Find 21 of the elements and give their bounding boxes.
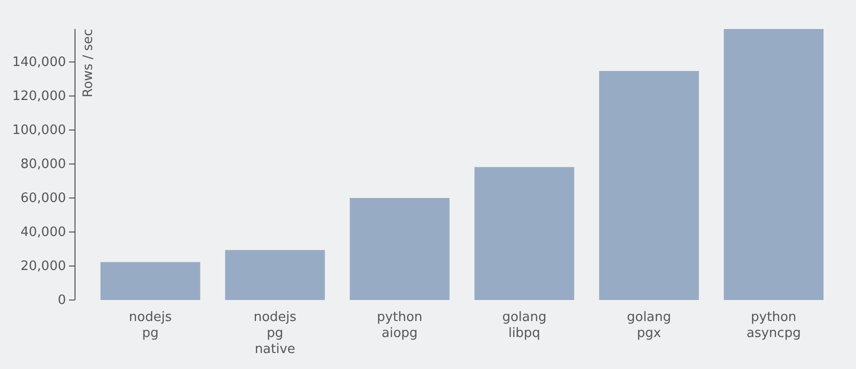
bar <box>225 250 325 300</box>
y-tick-label: 0 <box>58 293 66 308</box>
x-tick-label: nodejs pg <box>128 310 172 341</box>
y-tick-label: 20,000 <box>20 259 66 274</box>
bar <box>474 167 574 300</box>
x-tick-label: python aiopg <box>376 310 422 341</box>
y-axis-title: Rows / sec <box>81 29 96 98</box>
y-tick-label: 80,000 <box>20 157 66 172</box>
bar <box>100 262 200 300</box>
x-tick-label: python asyncpg <box>746 310 801 341</box>
bar <box>599 70 699 300</box>
x-tick-label: nodejs pg native <box>254 310 297 357</box>
bar <box>350 198 450 300</box>
y-tick-label: 120,000 <box>12 89 66 104</box>
y-tick-label: 60,000 <box>20 191 66 206</box>
x-tick-label: golang pgx <box>626 310 672 341</box>
y-tick-label: 100,000 <box>12 123 66 138</box>
bar <box>724 29 824 300</box>
x-tick-label: golang libpq <box>502 310 546 341</box>
y-tick-label: 140,000 <box>12 55 66 70</box>
y-tick-label: 40,000 <box>20 225 66 240</box>
